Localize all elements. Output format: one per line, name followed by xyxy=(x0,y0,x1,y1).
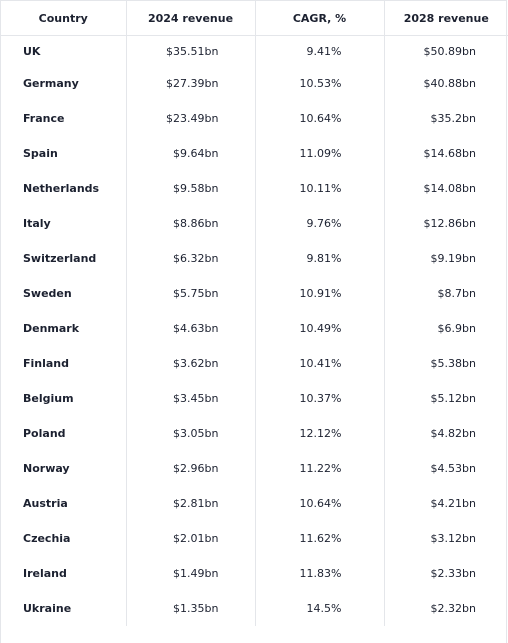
cagr-cell: 10.37% xyxy=(255,381,385,416)
header-cagr: CAGR, % xyxy=(255,1,385,36)
country-cell: Austria xyxy=(1,486,127,521)
table-row: Poland $3.05bn 12.12% $4.82bn xyxy=(1,416,508,451)
revenue-2024-cell: $5.75bn xyxy=(126,276,256,311)
cagr-cell: 10.11% xyxy=(255,171,385,206)
country-cell: Ireland xyxy=(1,556,127,591)
table-row: Germany $27.39bn 10.53% $40.88bn xyxy=(1,66,508,101)
revenue-2028-cell: $2.33bn xyxy=(430,567,476,580)
table-row: Finland $3.62bn 10.41% $5.38bn xyxy=(1,346,508,381)
cagr-cell: 10.64% xyxy=(255,101,385,136)
revenue-2028-cell: $14.08bn xyxy=(423,182,476,195)
table-row: Norway $2.96bn 11.22% $4.53bn xyxy=(1,451,508,486)
revenue-2028-cell: $3.12bn xyxy=(430,532,476,545)
revenue-2028-cell: $6.9bn xyxy=(437,322,476,335)
country-cell: France xyxy=(1,101,127,136)
revenue-2028-cell: $4.21bn xyxy=(430,497,476,510)
country-cell: Norway xyxy=(1,451,127,486)
cagr-cell: 10.53% xyxy=(255,66,385,101)
cagr-cell: 12.12% xyxy=(255,416,385,451)
cagr-cell: 11.83% xyxy=(255,556,385,591)
country-cell: Italy xyxy=(1,206,127,241)
revenue-2028-cell: $5.38bn xyxy=(430,357,476,370)
header-country: Country xyxy=(1,1,127,36)
table-body: UK $35.51bn 9.41% $50.89bn Germany $27.39bn 10… xyxy=(1,35,508,626)
revenue-2024-cell: $9.58bn xyxy=(126,171,256,206)
table-row: Ireland $1.49bn 11.83% $2.33bn xyxy=(1,556,508,591)
table-row: Switzerland $6.32bn 9.81% $9.19bn xyxy=(1,241,508,276)
country-cell: Denmark xyxy=(1,311,127,346)
country-cell: Finland xyxy=(1,346,127,381)
country-cell: Germany xyxy=(1,66,127,101)
revenue-2024-cell: $2.01bn xyxy=(126,521,256,556)
table-row: UK $35.51bn 9.41% $50.89bn xyxy=(1,35,508,66)
revenue-2024-cell: $3.62bn xyxy=(126,346,256,381)
country-cell: Poland xyxy=(1,416,127,451)
cagr-cell: 10.91% xyxy=(255,276,385,311)
cagr-cell: 9.76% xyxy=(255,206,385,241)
country-cell: Sweden xyxy=(1,276,127,311)
header-2024-revenue: 2024 revenue xyxy=(126,1,256,36)
cagr-cell: 9.41% xyxy=(255,35,385,66)
revenue-2028-cell: $35.2bn xyxy=(430,112,476,125)
revenue-2024-cell: $35.51bn xyxy=(126,35,256,66)
revenue-2028-cell: $4.82bn xyxy=(430,427,476,440)
revenue-2024-cell: $3.45bn xyxy=(126,381,256,416)
header-2028-revenue: 2028 revenue xyxy=(384,1,508,36)
revenue-2024-cell: $2.81bn xyxy=(126,486,256,521)
cagr-cell: 9.81% xyxy=(255,241,385,276)
revenue-2028-cell: $4.53bn xyxy=(430,462,476,475)
country-cell: Ukraine xyxy=(1,591,127,626)
cagr-cell: 14.5% xyxy=(255,591,385,626)
revenue-2024-cell: $6.32bn xyxy=(126,241,256,276)
country-cell: Czechia xyxy=(1,521,127,556)
revenue-2024-cell: $9.64bn xyxy=(126,136,256,171)
revenue-2024-cell: $23.49bn xyxy=(126,101,256,136)
country-cell: Spain xyxy=(1,136,127,171)
table-row: Belgium $3.45bn 10.37% $5.12bn xyxy=(1,381,508,416)
country-cell: Switzerland xyxy=(1,241,127,276)
revenue-2024-cell: $27.39bn xyxy=(126,66,256,101)
table-row: Czechia $2.01bn 11.62% $3.12bn xyxy=(1,521,508,556)
cagr-cell: 10.41% xyxy=(255,346,385,381)
revenue-2024-cell: $1.49bn xyxy=(126,556,256,591)
revenue-2028-cell: $5.12bn xyxy=(430,392,476,405)
revenue-2028-cell: $40.88bn xyxy=(423,77,476,90)
revenue-2028-cell: $14.68bn xyxy=(423,147,476,160)
revenue-2024-cell: $4.63bn xyxy=(126,311,256,346)
table-header: Country 2024 revenue CAGR, % 2028 revenu… xyxy=(1,1,508,36)
table-row: Spain $9.64bn 11.09% $14.68bn xyxy=(1,136,508,171)
table-row: Austria $2.81bn 10.64% $4.21bn xyxy=(1,486,508,521)
revenue-2024-cell: $2.96bn xyxy=(126,451,256,486)
table-row: France $23.49bn 10.64% $35.2bn xyxy=(1,101,508,136)
revenue-2024-cell: $3.05bn xyxy=(126,416,256,451)
table-row: Sweden $5.75bn 10.91% $8.7bn xyxy=(1,276,508,311)
revenue-2028-cell: $2.32bn xyxy=(430,602,476,615)
table-row: Italy $8.86bn 9.76% $12.86bn xyxy=(1,206,508,241)
revenue-2028-cell: $12.86bn xyxy=(423,217,476,230)
revenue-2024-cell: $8.86bn xyxy=(126,206,256,241)
header-row: Country 2024 revenue CAGR, % 2028 revenu… xyxy=(1,1,508,36)
country-cell: UK xyxy=(1,35,127,66)
country-cell: Belgium xyxy=(1,381,127,416)
revenue-2024-cell: $1.35bn xyxy=(126,591,256,626)
revenue-2028-cell: $9.19bn xyxy=(430,252,476,265)
country-cell: Netherlands xyxy=(1,171,127,206)
cagr-cell: 11.62% xyxy=(255,521,385,556)
table-row: Netherlands $9.58bn 10.11% $14.08bn xyxy=(1,171,508,206)
revenue-2028-cell: $50.89bn xyxy=(423,44,476,58)
revenue-2028-cell: $8.7bn xyxy=(437,287,476,300)
table-row: Denmark $4.63bn 10.49% $6.9bn xyxy=(1,311,508,346)
cagr-cell: 10.64% xyxy=(255,486,385,521)
cagr-cell: 11.22% xyxy=(255,451,385,486)
cagr-cell: 11.09% xyxy=(255,136,385,171)
table-row: Ukraine $1.35bn 14.5% $2.32bn xyxy=(1,591,508,626)
cagr-cell: 10.49% xyxy=(255,311,385,346)
revenue-table: Country 2024 revenue CAGR, % 2028 revenu… xyxy=(1,1,508,626)
